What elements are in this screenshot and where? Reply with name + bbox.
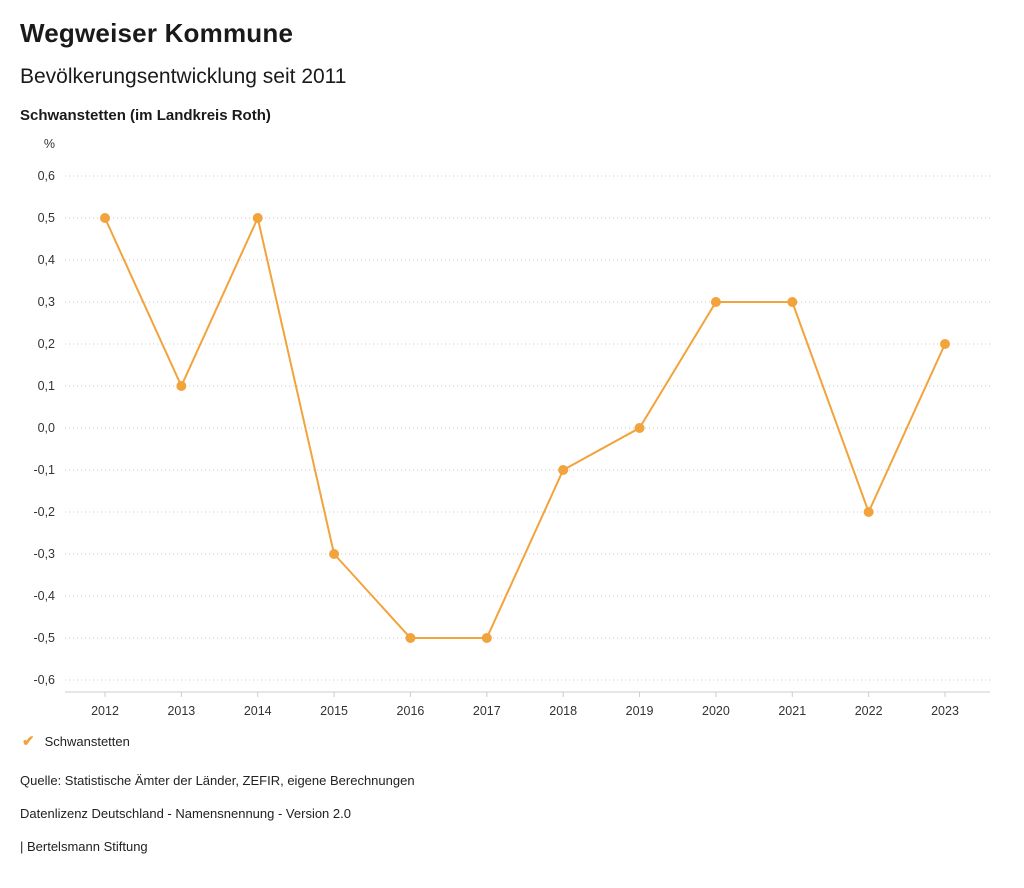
data-point[interactable] [863,507,874,517]
legend-item-label: Schwanstetten [44,734,130,749]
data-point[interactable] [710,297,721,307]
data-point[interactable] [787,297,798,307]
header: Wegweiser Kommune Bevölkerungsentwicklun… [0,0,1024,124]
x-tick-label: 2022 [855,704,883,718]
y-tick-label: 0,5 [38,211,55,225]
app-title: Wegweiser Kommune [20,18,294,48]
y-tick-label: -0,6 [33,673,55,687]
x-tick-label: 2017 [473,704,501,718]
series-line [104,217,946,639]
x-tick-label: 2014 [244,704,272,718]
data-point[interactable] [176,381,187,391]
data-point[interactable] [558,465,569,475]
data-point[interactable] [481,633,492,643]
data-point[interactable] [940,339,950,349]
y-tick-label: -0,1 [33,463,55,477]
y-tick-label: -0,3 [33,547,55,561]
data-point[interactable] [100,213,110,223]
y-tick-label: 0,2 [38,337,55,351]
x-tick-label: 2013 [167,704,195,718]
y-tick-label: 0,0 [38,421,55,435]
y-tick-label: 0,4 [38,253,55,267]
population-line-chart: 0,6 0,5 0,4 0,3 0,2 0,1 0,0 -0,1 -0,2 -0,3 -0,4 -0,… [0,126,1024,726]
x-tick-label: 2015 [320,704,348,718]
attribution-text: | Bertelsmann Stiftung [20,839,148,854]
y-tick-label: -0,5 [33,631,55,645]
x-tick-label: 2020 [702,704,730,718]
population-chart-svg: 0,6 0,5 0,4 0,3 0,2 0,1 0,0 -0,1 -0,2 -0,3 -0,4 -0,… [33,137,990,718]
footer: Quelle: Statistische Ämter der Länder, Z… [20,773,1024,854]
region-label: Schwanstetten (im Landkreis Roth) [20,107,271,124]
chart-title: Bevölkerungsentwicklung seit 2011 [20,65,347,88]
x-tick-label: 2018 [549,704,577,718]
data-point[interactable] [405,633,416,643]
x-tick-label: 2012 [91,704,119,718]
y-tick-label: -0,2 [33,505,55,519]
source-text: Quelle: Statistische Ämter der Länder, Z… [20,773,415,788]
legend-item-schwanstetten[interactable]: ✔ Schwanstetten [22,734,1024,749]
x-tick-label: 2023 [931,704,959,718]
y-tick-label: 0,3 [38,295,55,309]
data-point[interactable] [252,213,263,223]
data-point[interactable] [634,423,645,433]
license-text: Datenlizenz Deutschland - Namensnennung … [20,806,351,821]
legend-check-icon: ✔ [22,733,35,750]
y-tick-label: 0,1 [38,379,55,393]
y-axis-unit-label: % [44,137,55,151]
data-point[interactable] [329,549,340,559]
y-tick-label: -0,4 [33,589,55,603]
x-tick-label: 2019 [626,704,654,718]
x-tick-label: 2021 [778,704,806,718]
x-tick-label: 2016 [397,704,425,718]
y-tick-label: 0,6 [38,169,55,183]
